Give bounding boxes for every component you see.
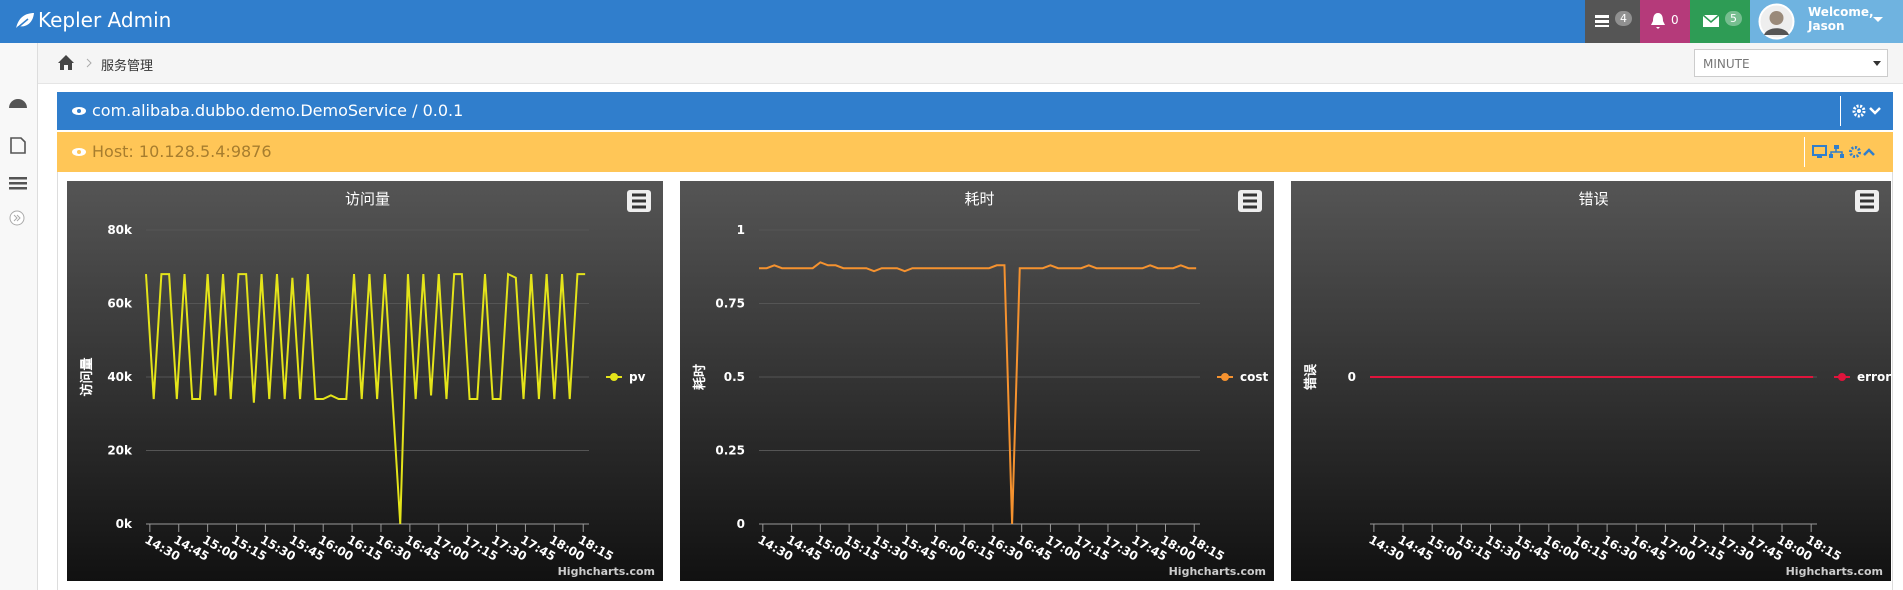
series-line	[759, 261, 1197, 525]
mail-icon	[1702, 14, 1720, 27]
menu-button-line	[1243, 199, 1257, 203]
tasks-button[interactable]: 4	[1585, 0, 1640, 43]
chart-title: 错误	[1578, 190, 1608, 208]
menu-button-line	[632, 199, 646, 203]
user-name: Jason	[1808, 19, 1845, 33]
y-tick-label: 40k	[107, 370, 133, 384]
chart-background	[1291, 181, 1891, 581]
credits: Highcharts.com	[558, 565, 655, 578]
breadcrumb-current: 服务管理	[101, 59, 154, 74]
y-tick-label: 1	[737, 223, 745, 237]
menu-button-line	[632, 193, 646, 197]
panel-tools[interactable]	[1852, 103, 1888, 119]
service-panel	[57, 92, 1893, 130]
badge: 5	[1725, 11, 1742, 26]
badge: 4	[1615, 11, 1632, 26]
chart: 访问量访问量0k20k40k60k80k14:3014:4515:0015:15…	[67, 181, 663, 581]
legend-symbol	[1221, 373, 1229, 381]
eye-icon	[72, 107, 86, 115]
chart-menu-button[interactable]	[627, 190, 651, 212]
menu-button-line	[1860, 199, 1874, 203]
y-tick-label: 0	[1348, 370, 1356, 384]
y-tick-label: 0.25	[715, 444, 745, 458]
service-title: com.alibaba.dubbo.demo.DemoService / 0.0…	[92, 101, 464, 120]
y-tick-label: 0k	[116, 517, 133, 531]
y-tick-label: 0	[737, 517, 745, 531]
list-icon[interactable]	[9, 177, 27, 190]
eye-icon	[72, 148, 86, 156]
y-axis-title: 访问量	[79, 357, 95, 396]
badge: 0	[1671, 13, 1679, 27]
separator	[1804, 137, 1805, 167]
home-icon[interactable]	[57, 54, 97, 72]
chart-title: 耗时	[964, 190, 994, 208]
y-tick-label: 20k	[107, 444, 133, 458]
chart-menu-button[interactable]	[1855, 190, 1879, 212]
menu-button-line	[1860, 193, 1874, 197]
user-menu[interactable]: Welcome, Jason	[1750, 0, 1903, 43]
legend-label: cost	[1240, 370, 1269, 384]
sidebar	[0, 43, 38, 590]
menu-button-line	[1243, 205, 1257, 209]
credits: Highcharts.com	[1169, 565, 1266, 578]
host-panel	[57, 132, 1893, 172]
separator	[1840, 96, 1841, 126]
legend-label: error	[1857, 370, 1891, 384]
caret	[1873, 17, 1883, 22]
period-select[interactable]: MINUTE	[1694, 49, 1888, 77]
chart-background	[680, 181, 1274, 581]
bell-icon	[1651, 13, 1665, 29]
host-tools[interactable]	[1812, 144, 1887, 160]
welcome: Welcome,	[1808, 5, 1874, 19]
legend-label: pv	[629, 370, 646, 384]
brand[interactable]: Kepler Admin	[38, 8, 172, 32]
sidebar-icons	[9, 99, 27, 226]
y-axis-title: 错误	[1303, 363, 1319, 390]
y-tick-label: 0.5	[724, 370, 745, 384]
series-line	[145, 272, 586, 525]
tasks-icon	[1595, 15, 1609, 27]
menu-button-line	[632, 205, 646, 209]
chart-menu-button[interactable]	[1238, 190, 1262, 212]
legend-symbol	[610, 373, 618, 381]
chart-area	[57, 172, 1893, 590]
chart: 耗时耗时00.250.50.75114:3014:4515:0015:1515:…	[680, 181, 1274, 581]
navbar: Kepler Admin 4 0 5 Welcome, Jason	[0, 0, 1903, 43]
y-tick-label: 80k	[107, 223, 133, 237]
credits: Highcharts.com	[1786, 565, 1883, 578]
breadcrumb-bar	[38, 43, 1903, 84]
avatar	[1758, 3, 1795, 40]
legend-symbol	[1838, 373, 1846, 381]
y-axis-title: 耗时	[692, 364, 708, 390]
chart-background	[67, 181, 663, 581]
dashboard-icon[interactable]	[9, 99, 27, 108]
select-value: MINUTE	[1703, 57, 1750, 71]
notifications-button[interactable]: 0	[1640, 0, 1690, 43]
menu-button-line	[1860, 205, 1874, 209]
y-tick-label: 60k	[107, 297, 133, 311]
collapse-button[interactable]	[9, 210, 25, 226]
page-icon[interactable]	[10, 137, 26, 154]
y-tick-label: 0.75	[715, 297, 745, 311]
menu-button-line	[1243, 193, 1257, 197]
messages-button[interactable]: 5	[1690, 0, 1750, 43]
leaf-icon	[15, 13, 34, 30]
host-title: Host: 10.128.5.4:9876	[92, 142, 272, 161]
chart-title: 访问量	[345, 190, 390, 208]
select-arrow	[1873, 61, 1881, 66]
